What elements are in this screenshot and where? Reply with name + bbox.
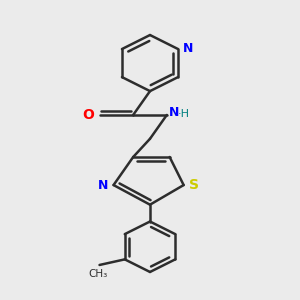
Text: CH₃: CH₃ [88, 269, 108, 279]
Text: N: N [98, 178, 109, 192]
Text: N: N [169, 106, 179, 119]
Text: N: N [183, 42, 194, 55]
Text: S: S [189, 178, 199, 192]
Text: O: O [82, 108, 94, 122]
Text: ·H: ·H [178, 110, 190, 119]
